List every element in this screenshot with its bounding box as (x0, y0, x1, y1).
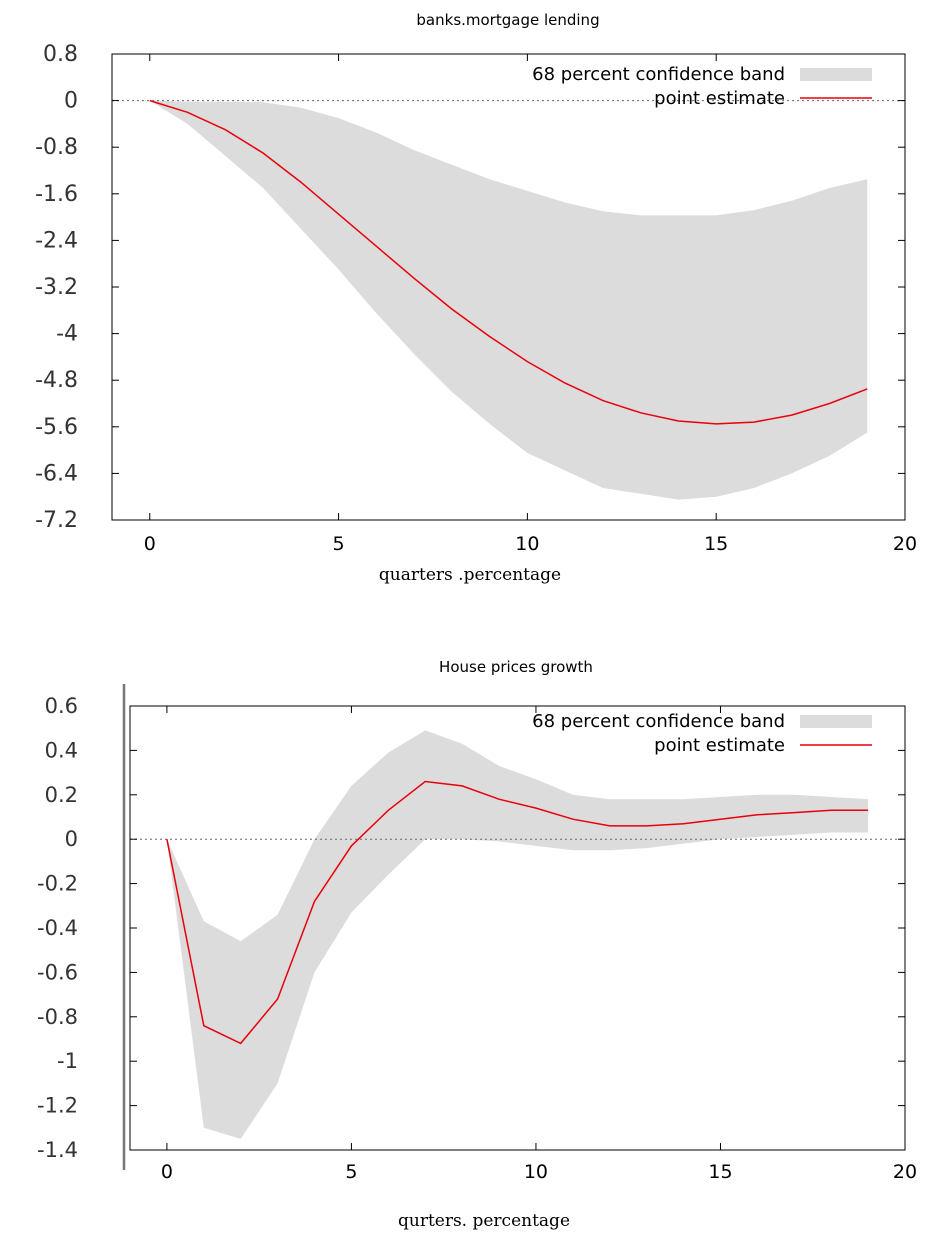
y-tick-label: -0.2 (37, 872, 78, 896)
x-tick-label: 0 (161, 1161, 173, 1183)
y-tick-label: -1.6 (35, 182, 78, 207)
legend-band-swatch (800, 68, 872, 81)
y-tick-label: 0.6 (45, 694, 78, 718)
x-axis-label: quarters .percentage (379, 565, 561, 585)
point-estimate-line (149, 99, 868, 425)
y-tick-label: -4.8 (35, 368, 78, 393)
x-tick-label: 0 (144, 533, 156, 555)
chart-title: House prices growth (439, 658, 593, 676)
plot-area: 0 5 10 15 20 0.8 0 -0.8 -1.6 -2.4 -3.2 -4 -4.8 -5.6 -6… (35, 42, 917, 555)
x-tick-label: 10 (524, 1161, 548, 1183)
x-tick-label: 15 (704, 533, 728, 555)
legend-band-label: 68 percent confidence band (532, 711, 785, 732)
y-tick-label: -0.8 (35, 135, 78, 160)
x-tick-label: 5 (345, 1161, 357, 1183)
y-tick-label: -3.2 (35, 275, 78, 300)
x-tick-label: 15 (708, 1161, 732, 1183)
confidence-band (149, 100, 868, 500)
y-tick-label: -1.4 (37, 1138, 78, 1162)
chart-house-prices-growth: House prices growth 0 5 10 15 20 0.6 0.4 0.2 0 -0… (37, 658, 917, 1231)
y-tick-label: -0.4 (37, 916, 78, 940)
chart-title: banks.mortgage lending (416, 11, 599, 29)
plot-area: 0 5 10 15 20 0.6 0.4 0.2 0 -0.2 -0.4 -0.6 -0.8 -1 -1.2… (37, 684, 917, 1183)
x-tick-label: 10 (515, 533, 539, 555)
y-tick-label: -1 (57, 1049, 78, 1073)
y-tick-label: -6.4 (35, 461, 78, 486)
y-tick-label: -5.6 (35, 415, 78, 440)
y-tick-label: 0.2 (45, 783, 78, 807)
legend-line-label: point estimate (654, 735, 785, 756)
legend-band-label: 68 percent confidence band (532, 64, 785, 85)
x-tick-label: 5 (333, 533, 345, 555)
y-tick-label: 0 (64, 89, 78, 114)
y-tick-label: -0.8 (37, 1005, 78, 1029)
x-axis-label: qurters. percentage (398, 1211, 570, 1231)
y-tick-label: -1.2 (37, 1094, 78, 1118)
x-tick-label: 20 (893, 533, 917, 555)
legend-band-swatch (800, 715, 872, 728)
chart-mortgage-lending: banks.mortgage lending 0 5 10 15 20 0.8 0 -0.8 -… (35, 11, 917, 585)
confidence-band (166, 730, 869, 1139)
y-tick-label: -7.2 (35, 508, 78, 533)
y-tick-label: 0 (65, 827, 78, 851)
y-tick-label: 0.4 (45, 738, 78, 762)
y-tick-label: -4 (56, 322, 78, 347)
y-tick-label: -0.6 (37, 960, 78, 984)
legend-line-label: point estimate (654, 88, 785, 109)
x-tick-label: 20 (893, 1161, 917, 1183)
point-estimate-line (166, 780, 869, 1045)
y-tick-label: -2.4 (35, 228, 78, 253)
y-tick-label: 0.8 (43, 42, 78, 67)
